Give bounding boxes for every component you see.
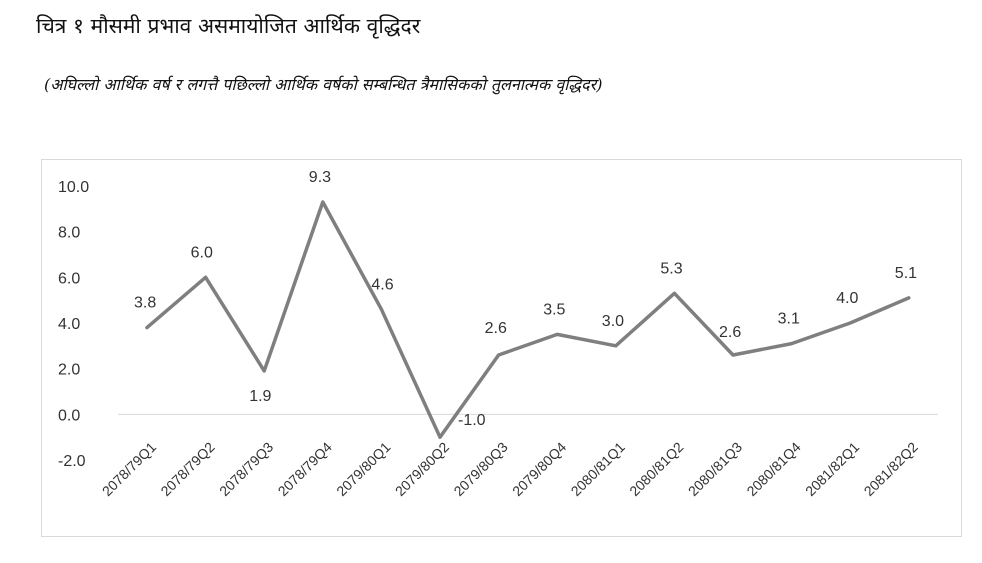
data-point [614,344,618,348]
data-label: 4.0 [836,290,858,307]
y-tick-label: 2.0 [58,362,80,379]
data-label: -1.0 [458,412,486,429]
y-tick-label: 6.0 [58,270,80,287]
data-label: 4.6 [371,276,393,293]
chart-subtitle: (अघिल्लो आर्थिक वर्ष र लगत्तै पछिल्लो आर… [44,75,603,94]
data-point [145,326,149,330]
x-tick-label: 2080/81Q4 [743,439,803,499]
data-point [790,342,794,346]
data-point [672,291,676,295]
data-label: 3.8 [134,295,156,312]
data-label: 3.1 [778,311,800,328]
y-tick-label: 0.0 [58,407,80,424]
y-tick-label: 4.0 [58,316,80,333]
data-label: 2.6 [719,324,741,341]
data-label: 5.1 [895,265,917,282]
x-tick-label: 2078/79Q4 [275,439,335,499]
data-label: 6.0 [191,244,213,261]
chart-frame [41,159,962,537]
x-tick-label: 2080/81Q3 [685,439,745,499]
x-tick-label: 2079/80Q4 [509,439,569,499]
data-point [321,200,325,204]
data-point [204,275,208,279]
data-label: 9.3 [309,169,331,186]
x-tick-label: 2080/81Q2 [626,439,686,499]
x-tick-label: 2081/82Q1 [802,439,862,499]
y-tick-label: 8.0 [58,225,80,242]
x-tick-label: 2078/79Q2 [157,439,217,499]
x-tick-label: 2078/79Q1 [99,439,159,499]
series-line [145,200,911,439]
data-point [731,353,735,357]
x-tick-label: 2079/80Q1 [333,439,393,499]
y-tick-label: -2.0 [58,453,86,470]
data-point [497,353,501,357]
data-point [438,435,442,439]
data-point [907,296,911,300]
x-tick-label: 2081/82Q2 [861,439,921,499]
chart-title: चित्र १ मौसमी प्रभाव असमायोजित आर्थिक वृ… [36,14,421,38]
y-tick-label: 10.0 [58,179,89,196]
x-tick-label: 2078/79Q3 [216,439,276,499]
x-tick-label: 2079/80Q2 [392,439,452,499]
data-point [848,321,852,325]
x-tick-label: 2079/80Q3 [450,439,510,499]
data-label: 3.0 [602,313,624,330]
data-label: 2.6 [485,320,507,337]
data-label: 3.5 [543,301,565,318]
data-point [262,369,266,373]
x-tick-label: 2080/81Q1 [568,439,628,499]
data-point [555,332,559,336]
data-label: 1.9 [249,388,271,405]
data-label: 5.3 [660,260,682,277]
data-point [379,307,383,311]
